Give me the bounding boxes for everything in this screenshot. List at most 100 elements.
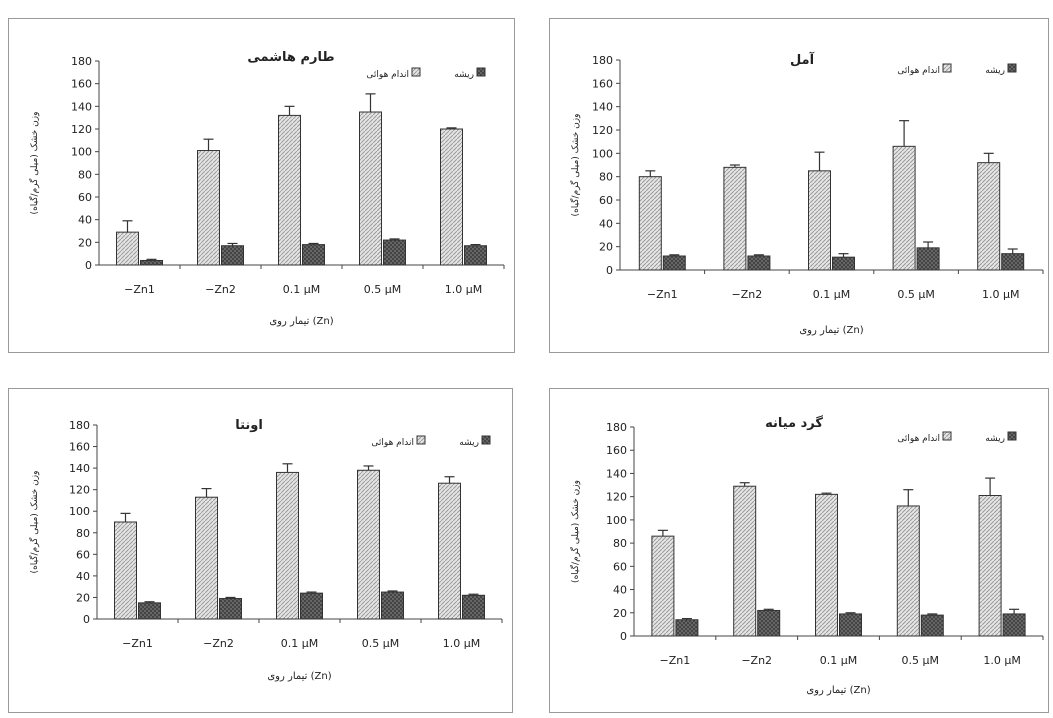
chart-panel-amol: 0 20 40 60 80 100 120 140 160 180 وزن خشک (میلی گر… <box>549 18 1049 353</box>
y-tick-label: 180 <box>592 54 613 67</box>
legend-label-root: ریشه <box>985 66 1005 76</box>
bar-shoot <box>808 170 831 271</box>
y-tick-label: 0 <box>606 264 613 277</box>
x-tick-label: 1.0 µM <box>982 288 1019 301</box>
y-tick-label: 80 <box>599 171 613 184</box>
y-axis-label: وزن خشک (میلی گرم/گیاه) <box>28 471 40 574</box>
bar-shoot <box>278 114 301 266</box>
legend-label-shoot: اندام هوائی <box>897 434 940 444</box>
bar-root <box>662 255 686 271</box>
bar-shoot <box>723 166 747 271</box>
bar-root <box>839 613 862 637</box>
bar-root <box>832 256 855 271</box>
x-axis-label: تیمار روی (Zn) <box>799 325 863 336</box>
bar-shoot <box>114 521 137 620</box>
legend-swatch-shoot <box>411 67 421 77</box>
bar-shoot <box>733 485 757 637</box>
chart-title: اونتا <box>235 418 263 433</box>
bar-root <box>383 239 406 266</box>
x-tick-label: −Zn1 <box>124 283 155 296</box>
bar-shoot <box>440 128 463 266</box>
y-tick-label: 0 <box>83 613 90 626</box>
y-tick-label: 80 <box>613 537 627 550</box>
y-tick-label: 160 <box>606 444 627 457</box>
bar-root <box>221 245 244 266</box>
bar-root <box>747 255 771 271</box>
x-tick-label: 0.1 µM <box>820 654 857 667</box>
y-tick-label: 160 <box>592 77 613 90</box>
legend-swatch-shoot <box>942 431 952 441</box>
bar-root <box>219 598 242 620</box>
y-tick-label: 120 <box>71 123 92 136</box>
bar-shoot <box>359 111 382 266</box>
y-tick-label: 40 <box>78 214 92 227</box>
y-tick-label: 40 <box>613 584 627 597</box>
bar-root <box>1002 613 1026 637</box>
y-tick-label: 20 <box>76 591 90 604</box>
bar-root <box>1001 253 1025 271</box>
x-tick-label: 0.1 µM <box>281 637 318 650</box>
legend-swatch-root <box>476 67 486 77</box>
bar-root <box>302 244 325 266</box>
y-tick-label: 140 <box>69 462 90 475</box>
legend-swatch-root <box>481 435 491 445</box>
legend-swatch-root <box>1007 63 1017 73</box>
y-tick-label: 100 <box>606 514 627 527</box>
y-tick-label: 20 <box>613 607 627 620</box>
chart-title: گرد میانه <box>765 415 823 431</box>
x-axis-label: تیمار روی (Zn) <box>806 685 870 696</box>
bar-shoot <box>357 469 380 620</box>
y-tick-label: 120 <box>606 491 627 504</box>
chart-title: آمل <box>790 51 815 68</box>
bar-root <box>464 245 487 266</box>
x-tick-label: −Zn2 <box>732 288 763 301</box>
legend-label-root: ریشه <box>985 434 1005 444</box>
legend-swatch-root <box>1007 431 1017 441</box>
y-tick-label: 180 <box>606 421 627 434</box>
x-tick-label: 0.5 µM <box>902 654 939 667</box>
x-axis-label: تیمار روی (Zn) <box>267 671 331 682</box>
bar-shoot <box>815 493 838 637</box>
x-tick-label: −Zn2 <box>203 637 234 650</box>
y-tick-label: 80 <box>76 527 90 540</box>
y-tick-label: 120 <box>69 484 90 497</box>
bar-shoot <box>892 145 916 271</box>
y-tick-label: 140 <box>592 101 613 114</box>
y-tick-label: 160 <box>71 78 92 91</box>
legend-label-shoot: اندام هوائی <box>371 438 414 448</box>
chart-title: طارم هاشمی <box>247 50 334 65</box>
legend-label-root: ریشه <box>454 70 474 80</box>
bar-root <box>140 259 163 266</box>
y-tick-label: 40 <box>76 570 90 583</box>
legend-label-shoot: اندام هوائی <box>897 66 940 76</box>
legend-label-shoot: اندام هوائی <box>366 70 409 80</box>
y-axis-label: وزن خشک (میلی گرم/گیاه) <box>569 114 581 217</box>
legend-swatch-shoot <box>942 63 952 73</box>
bar-chart: 0 20 40 60 80 100 120 140 160 180 وزن خشک (میلی گر… <box>569 51 1044 336</box>
x-tick-label: 0.1 µM <box>813 288 850 301</box>
bar-shoot <box>896 505 920 637</box>
y-tick-label: 140 <box>71 100 92 113</box>
y-tick-label: 20 <box>78 236 92 249</box>
y-tick-label: 120 <box>592 124 613 137</box>
y-tick-label: 0 <box>620 630 627 643</box>
x-tick-label: −Zn2 <box>205 283 236 296</box>
x-tick-label: 1.0 µM <box>445 283 482 296</box>
x-tick-label: 0.5 µM <box>362 637 399 650</box>
bar-shoot <box>276 471 299 620</box>
bar-shoot <box>438 482 461 620</box>
y-tick-label: 60 <box>599 194 613 207</box>
x-tick-label: −Zn1 <box>122 637 153 650</box>
y-tick-label: 40 <box>599 217 613 230</box>
y-tick-label: 160 <box>69 441 90 454</box>
x-tick-label: −Zn1 <box>660 654 691 667</box>
y-tick-label: 60 <box>613 560 627 573</box>
x-tick-label: 1.0 µM <box>443 637 480 650</box>
bar-root <box>916 247 940 271</box>
y-axis-label: وزن خشک (میلی گرم/گیاه) <box>569 480 581 583</box>
bar-root <box>138 602 161 620</box>
y-axis-label: وزن خشک (میلی گرم/گیاه) <box>28 112 40 215</box>
x-tick-label: −Zn1 <box>647 288 678 301</box>
bar-shoot <box>197 150 220 266</box>
bar-chart: 0 20 40 60 80 100 120 140 160 180 وزن خشک (میلی گر… <box>569 415 1044 696</box>
